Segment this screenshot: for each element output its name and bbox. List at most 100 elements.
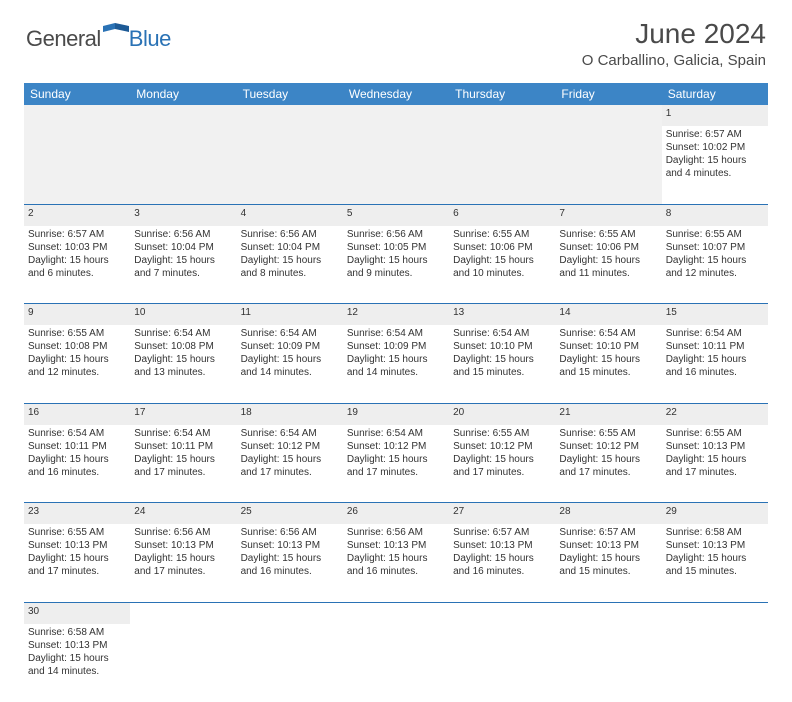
calendar-cell: Sunrise: 6:54 AMSunset: 10:11 PMDaylight… <box>130 425 236 503</box>
cell-line: Sunrise: 6:55 AM <box>666 228 764 241</box>
cell-line: Sunrise: 6:54 AM <box>453 327 551 340</box>
cell-line: Sunrise: 6:55 AM <box>28 327 126 340</box>
calendar-cell: Sunrise: 6:54 AMSunset: 10:09 PMDaylight… <box>343 325 449 403</box>
cell-line: Daylight: 15 hours <box>28 652 126 665</box>
day-number: 8 <box>662 204 768 226</box>
day-number: 22 <box>662 403 768 425</box>
cell-line: Sunrise: 6:55 AM <box>559 427 657 440</box>
cell-line: Daylight: 15 hours <box>666 353 764 366</box>
day-number: 13 <box>449 304 555 326</box>
cell-line: Daylight: 15 hours <box>559 552 657 565</box>
cell-line: Sunset: 10:05 PM <box>347 241 445 254</box>
calendar-cell <box>343 126 449 204</box>
calendar-cell: Sunrise: 6:55 AMSunset: 10:07 PMDaylight… <box>662 226 768 304</box>
cell-line: Daylight: 15 hours <box>241 552 339 565</box>
weekday-header: Monday <box>130 83 236 105</box>
cell-line: Daylight: 15 hours <box>559 254 657 267</box>
cell-line: and 14 minutes. <box>347 366 445 379</box>
calendar-cell <box>449 126 555 204</box>
cell-line: Sunset: 10:13 PM <box>666 539 764 552</box>
calendar-cell: Sunrise: 6:54 AMSunset: 10:10 PMDaylight… <box>555 325 661 403</box>
cell-line: Sunset: 10:13 PM <box>241 539 339 552</box>
calendar-row: Sunrise: 6:55 AMSunset: 10:08 PMDaylight… <box>24 325 768 403</box>
day-number: 12 <box>343 304 449 326</box>
title-block: June 2024 O Carballino, Galicia, Spain <box>582 18 766 69</box>
cell-line: Sunset: 10:13 PM <box>453 539 551 552</box>
cell-line: and 11 minutes. <box>559 267 657 280</box>
cell-line: Sunset: 10:13 PM <box>28 539 126 552</box>
day-number: 16 <box>24 403 130 425</box>
cell-line: Sunset: 10:12 PM <box>453 440 551 453</box>
location: O Carballino, Galicia, Spain <box>582 52 766 69</box>
cell-line: and 12 minutes. <box>666 267 764 280</box>
daynum-row: 30 <box>24 602 768 624</box>
cell-line: Sunrise: 6:55 AM <box>453 427 551 440</box>
daynum-row: 2345678 <box>24 204 768 226</box>
cell-line: Sunset: 10:10 PM <box>453 340 551 353</box>
cell-line: Sunset: 10:09 PM <box>347 340 445 353</box>
cell-line: Sunset: 10:07 PM <box>666 241 764 254</box>
daynum-row: 16171819202122 <box>24 403 768 425</box>
calendar-cell: Sunrise: 6:54 AMSunset: 10:12 PMDaylight… <box>343 425 449 503</box>
calendar-cell <box>237 624 343 702</box>
cell-line: Sunrise: 6:57 AM <box>559 526 657 539</box>
cell-line: and 9 minutes. <box>347 267 445 280</box>
cell-line: and 15 minutes. <box>453 366 551 379</box>
cell-line: and 8 minutes. <box>241 267 339 280</box>
cell-line: and 15 minutes. <box>559 366 657 379</box>
day-number: 15 <box>662 304 768 326</box>
cell-line: Sunset: 10:13 PM <box>28 639 126 652</box>
cell-line: Sunrise: 6:54 AM <box>241 327 339 340</box>
weekday-header: Wednesday <box>343 83 449 105</box>
daynum-row: 9101112131415 <box>24 304 768 326</box>
cell-line: Sunset: 10:04 PM <box>134 241 232 254</box>
cell-line: Daylight: 15 hours <box>666 254 764 267</box>
day-number: 10 <box>130 304 236 326</box>
calendar-cell <box>237 126 343 204</box>
calendar-cell: Sunrise: 6:55 AMSunset: 10:08 PMDaylight… <box>24 325 130 403</box>
cell-line: and 15 minutes. <box>559 565 657 578</box>
cell-line: Sunset: 10:10 PM <box>559 340 657 353</box>
cell-line: and 16 minutes. <box>28 466 126 479</box>
day-number <box>24 105 130 126</box>
cell-line: and 14 minutes. <box>241 366 339 379</box>
day-number: 14 <box>555 304 661 326</box>
calendar-cell <box>449 624 555 702</box>
calendar-cell: Sunrise: 6:54 AMSunset: 10:08 PMDaylight… <box>130 325 236 403</box>
cell-line: Sunrise: 6:54 AM <box>666 327 764 340</box>
cell-line: and 16 minutes. <box>241 565 339 578</box>
cell-line: Sunset: 10:13 PM <box>666 440 764 453</box>
cell-line: and 14 minutes. <box>28 665 126 678</box>
flag-icon <box>103 23 129 41</box>
cell-line: Sunrise: 6:55 AM <box>559 228 657 241</box>
cell-line: Sunrise: 6:58 AM <box>28 626 126 639</box>
day-number <box>555 105 661 126</box>
cell-line: and 17 minutes. <box>28 565 126 578</box>
calendar-cell: Sunrise: 6:58 AMSunset: 10:13 PMDaylight… <box>662 524 768 602</box>
cell-line: and 17 minutes. <box>559 466 657 479</box>
cell-line: Sunrise: 6:56 AM <box>134 228 232 241</box>
day-number <box>662 602 768 624</box>
cell-line: Daylight: 15 hours <box>666 453 764 466</box>
cell-line: Sunrise: 6:55 AM <box>28 526 126 539</box>
day-number <box>130 602 236 624</box>
cell-line: Sunset: 10:13 PM <box>134 539 232 552</box>
cell-line: Sunset: 10:11 PM <box>666 340 764 353</box>
calendar-cell: Sunrise: 6:55 AMSunset: 10:06 PMDaylight… <box>449 226 555 304</box>
cell-line: Daylight: 15 hours <box>134 353 232 366</box>
day-number: 20 <box>449 403 555 425</box>
day-number: 17 <box>130 403 236 425</box>
calendar-cell: Sunrise: 6:56 AMSunset: 10:05 PMDaylight… <box>343 226 449 304</box>
header: General Blue June 2024 O Carballino, Gal… <box>0 0 792 77</box>
day-number <box>555 602 661 624</box>
calendar-body: 1Sunrise: 6:57 AMSunset: 10:02 PMDayligh… <box>24 105 768 702</box>
calendar-table: SundayMondayTuesdayWednesdayThursdayFrid… <box>24 83 768 702</box>
calendar-cell: Sunrise: 6:55 AMSunset: 10:12 PMDaylight… <box>555 425 661 503</box>
day-number: 2 <box>24 204 130 226</box>
cell-line: Daylight: 15 hours <box>347 552 445 565</box>
day-number: 29 <box>662 503 768 525</box>
cell-line: and 7 minutes. <box>134 267 232 280</box>
cell-line: and 16 minutes. <box>347 565 445 578</box>
cell-line: Sunrise: 6:54 AM <box>347 327 445 340</box>
cell-line: and 12 minutes. <box>28 366 126 379</box>
